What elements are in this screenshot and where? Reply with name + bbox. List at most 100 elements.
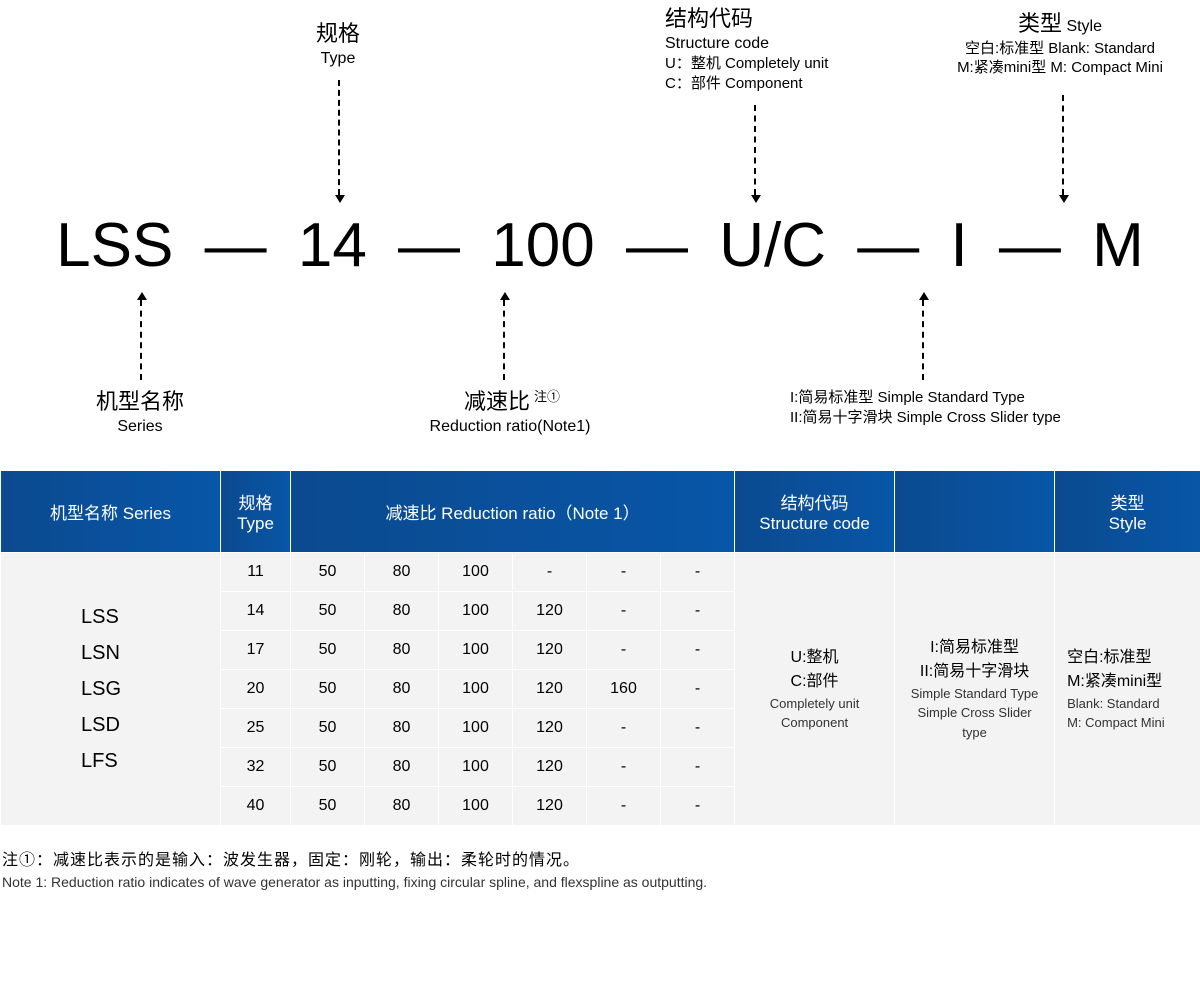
ratio-cell: -	[513, 553, 587, 592]
code-seg-14: 14	[298, 210, 367, 281]
ratio-cell: 160	[587, 670, 661, 709]
ratio-cell: 50	[291, 670, 365, 709]
ratio-cell: 120	[513, 787, 587, 826]
annot-ratio-en: Reduction ratio(Note1)	[410, 417, 610, 438]
type-cell: 14	[221, 592, 291, 631]
annot-ratio-sup: 注①	[534, 389, 560, 404]
arrow-type	[338, 80, 340, 195]
annot-structure-en: Structure code	[665, 34, 925, 55]
code-seg-i: I	[950, 210, 967, 281]
ratio-cell: 50	[291, 631, 365, 670]
type-cell: 40	[221, 787, 291, 826]
ratio-cell: 80	[365, 670, 439, 709]
annot-ratio: 减速比注① Reduction ratio(Note1)	[410, 388, 610, 437]
ratio-cell: -	[661, 631, 735, 670]
ratio-cell: 100	[439, 748, 513, 787]
annot-structure-l2: C：部件 Component	[665, 74, 925, 94]
annot-style-en: Style	[1066, 18, 1102, 35]
ratio-cell: -	[587, 553, 661, 592]
spec-table: 机型名称 Series 规格 Type 减速比 Reduction ratio（…	[0, 470, 1200, 826]
ratio-cell: 50	[291, 553, 365, 592]
annot-structure-l1: U：整机 Completely unit	[665, 54, 925, 74]
ratio-cell: -	[661, 592, 735, 631]
ratio-cell: -	[587, 709, 661, 748]
th-ratio: 减速比 Reduction ratio（Note 1）	[291, 471, 735, 553]
annot-style-l1: 空白:标准型 Blank: Standard	[930, 39, 1190, 59]
annot-structure-cn: 结构代码	[665, 6, 753, 31]
annot-structure: 结构代码 Structure code U：整机 Completely unit…	[665, 5, 925, 93]
spec-table-wrap: 机型名称 Series 规格 Type 减速比 Reduction ratio（…	[0, 470, 1200, 826]
table-body: LSSLSNLSGLSDLFS115080100---U:整机C:部件Compl…	[1, 553, 1200, 826]
arrow-itype	[922, 300, 924, 380]
itype-block-cell: I:简易标准型II:简易十字滑块Simple Standard TypeSimp…	[895, 553, 1055, 826]
code-dash-2: —	[626, 210, 688, 281]
ratio-cell: -	[661, 670, 735, 709]
ratio-cell: 100	[439, 670, 513, 709]
ratio-cell: 120	[513, 670, 587, 709]
th-blank	[895, 471, 1055, 553]
ratio-cell: 120	[513, 631, 587, 670]
ratio-cell: 50	[291, 787, 365, 826]
annot-type-cn: 规格	[298, 20, 378, 49]
model-code-line: LSS — 14 — 100 — U/C — I — M	[0, 210, 1200, 281]
ratio-cell: 50	[291, 748, 365, 787]
code-seg-uc: U/C	[719, 210, 826, 281]
ratio-cell: 100	[439, 592, 513, 631]
annot-itype-l2: II:简易十字滑块 Simple Cross Slider type	[790, 408, 1110, 428]
ratio-cell: -	[587, 748, 661, 787]
ratio-cell: -	[587, 592, 661, 631]
footnote-en: Note 1: Reduction ratio indicates of wav…	[2, 874, 1198, 890]
ratio-cell: 120	[513, 592, 587, 631]
code-dash-3: —	[857, 210, 919, 281]
ratio-cell: 80	[365, 592, 439, 631]
code-dash-0: —	[205, 210, 267, 281]
type-cell: 17	[221, 631, 291, 670]
style-block-cell: 空白:标准型M:紧凑mini型Blank: StandardM: Compact…	[1055, 553, 1200, 826]
table-row: LSSLSNLSGLSDLFS115080100---U:整机C:部件Compl…	[1, 553, 1200, 592]
ratio-cell: -	[661, 748, 735, 787]
annot-style: 类型 Style 空白:标准型 Blank: Standard M:紧凑mini…	[930, 10, 1190, 78]
type-cell: 11	[221, 553, 291, 592]
arrow-style	[1062, 95, 1064, 195]
ratio-cell: 100	[439, 709, 513, 748]
ratio-cell: 100	[439, 553, 513, 592]
structure-block-cell: U:整机C:部件Completely unitComponent	[735, 553, 895, 826]
ratio-cell: 80	[365, 748, 439, 787]
ratio-cell: 120	[513, 748, 587, 787]
th-structure: 结构代码 Structure code	[735, 471, 895, 553]
annot-series: 机型名称 Series	[90, 388, 190, 437]
ratio-cell: -	[661, 787, 735, 826]
code-seg-lss: LSS	[56, 210, 173, 281]
annot-style-cn: 类型	[1018, 11, 1062, 36]
model-code-diagram: 规格 Type 结构代码 Structure code U：整机 Complet…	[0, 0, 1200, 460]
th-type: 规格 Type	[221, 471, 291, 553]
ratio-cell: 50	[291, 592, 365, 631]
arrow-series	[140, 300, 142, 380]
annot-series-en: Series	[90, 417, 190, 438]
annot-series-cn: 机型名称	[90, 388, 190, 417]
annot-style-l2: M:紧凑mini型 M: Compact Mini	[930, 58, 1190, 78]
annot-ratio-cn: 减速比	[464, 389, 530, 414]
ratio-cell: 120	[513, 709, 587, 748]
table-header-row: 机型名称 Series 规格 Type 减速比 Reduction ratio（…	[1, 471, 1200, 553]
code-dash-4: —	[999, 210, 1061, 281]
arrow-structure	[754, 105, 756, 195]
annot-type-en: Type	[298, 49, 378, 70]
ratio-cell: 80	[365, 787, 439, 826]
code-dash-1: —	[398, 210, 460, 281]
annot-itype-l1: I:简易标准型 Simple Standard Type	[790, 388, 1110, 408]
annot-type: 规格 Type	[298, 20, 378, 69]
arrow-ratio	[503, 300, 505, 380]
ratio-cell: 100	[439, 787, 513, 826]
annot-itype: I:简易标准型 Simple Standard Type II:简易十字滑块 S…	[790, 388, 1110, 427]
ratio-cell: -	[587, 787, 661, 826]
ratio-cell: -	[661, 709, 735, 748]
type-cell: 32	[221, 748, 291, 787]
ratio-cell: 80	[365, 631, 439, 670]
code-seg-100: 100	[491, 210, 594, 281]
ratio-cell: 80	[365, 709, 439, 748]
ratio-cell: 50	[291, 709, 365, 748]
type-cell: 20	[221, 670, 291, 709]
ratio-cell: 80	[365, 553, 439, 592]
ratio-cell: 100	[439, 631, 513, 670]
